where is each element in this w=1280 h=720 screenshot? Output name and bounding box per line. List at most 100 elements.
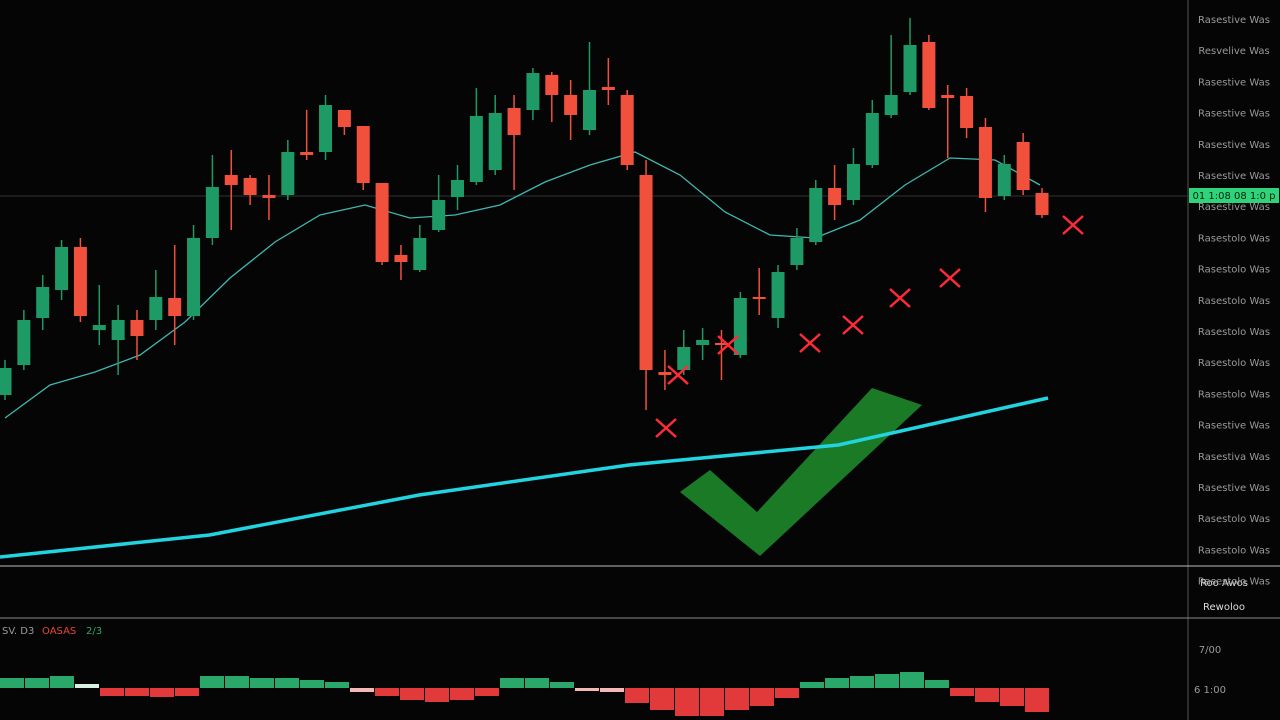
oscillator-bar: [300, 680, 324, 688]
cross-marker: [667, 365, 689, 385]
oscillator-bar: [150, 688, 174, 697]
oscillator-bar: [350, 688, 374, 692]
candle-body: [545, 75, 559, 95]
candle-body: [130, 320, 144, 336]
oscillator-bar: [950, 688, 974, 696]
candle-body: [205, 187, 219, 238]
candle-body: [658, 372, 672, 375]
candle-body: [73, 247, 87, 316]
oscillator-bar: [775, 688, 799, 698]
oscillator-axis-label: 7/00: [1199, 645, 1221, 656]
candle-body: [714, 343, 728, 345]
price-axis-label: Rasestolo Was: [1198, 514, 1270, 525]
oscillator-bar: [725, 688, 749, 710]
candle-body: [696, 340, 710, 345]
price-axis-label: Rasestive Was: [1198, 109, 1270, 120]
candle-body: [243, 178, 257, 195]
cross-marker: [717, 335, 739, 355]
price-axis-label: Rasestolo Was: [1198, 577, 1270, 588]
oscillator-bar: [700, 688, 724, 716]
cross-marker: [799, 333, 821, 353]
lower-axis-label: Rewoloo: [1203, 602, 1245, 613]
oscillator-bar: [50, 676, 74, 688]
oscillator-bar: [1025, 688, 1049, 712]
current-price-label: 01 1:08 08 1:0 p: [1192, 191, 1275, 202]
oscillator-bar: [600, 688, 624, 692]
oscillator-bar: [650, 688, 674, 710]
price-axis-label: Rasestive Was: [1198, 483, 1270, 494]
candle-body: [526, 73, 540, 110]
candle-body: [17, 320, 31, 365]
indicator-label: OASAS: [42, 626, 76, 637]
oscillator-bar: [500, 678, 524, 688]
candle-body: [733, 298, 747, 355]
candle-body: [281, 152, 295, 195]
candle-body: [1035, 193, 1049, 215]
candle-body: [168, 298, 182, 316]
price-axis-label: Rasestolo Was: [1198, 358, 1270, 369]
indicator-label: SV. D3: [2, 626, 34, 637]
candle-body: [828, 188, 842, 205]
candle-body: [922, 42, 936, 108]
oscillator-bar: [425, 688, 449, 702]
indicator-label: 2/3: [86, 626, 102, 637]
candle-body: [960, 96, 974, 128]
oscillator-bar: [475, 688, 499, 696]
candle-body: [978, 127, 992, 198]
oscillator-bar: [800, 682, 824, 688]
price-axis-label: Rasestolo Was: [1198, 389, 1270, 400]
candle-body: [903, 45, 917, 92]
candle-body: [432, 200, 446, 230]
price-axis-label: Rasestolo Was: [1198, 233, 1270, 244]
oscillator-bar: [550, 682, 574, 688]
oscillator-bar: [250, 678, 274, 688]
candle-body: [92, 325, 106, 330]
candle-body: [394, 255, 408, 262]
candle-body: [375, 183, 389, 262]
candle-body: [149, 297, 163, 320]
price-axis-label: Rasestive Was: [1198, 15, 1270, 26]
oscillator-bar: [100, 688, 124, 696]
cross-marker: [655, 418, 677, 438]
candle-body: [1016, 142, 1030, 190]
price-axis-label: Rasestive Was: [1198, 140, 1270, 151]
candle-body: [337, 110, 351, 127]
oscillator-bar: [850, 676, 874, 688]
candle-body: [809, 188, 823, 242]
candle-body: [0, 368, 12, 395]
oscillator-bar: [750, 688, 774, 706]
price-axis-label: Resvelive Was: [1198, 46, 1269, 57]
oscillator-axis-label: 6 1:00: [1194, 685, 1226, 696]
cross-marker: [842, 315, 864, 335]
oscillator-bar: [25, 678, 49, 688]
oscillator-bar: [875, 674, 899, 688]
candle-body: [582, 90, 596, 130]
candle-body: [111, 320, 125, 340]
oscillator-bar: [625, 688, 649, 703]
checkmark: [680, 388, 922, 556]
oscillator-bar: [75, 684, 99, 688]
candle-body: [413, 238, 427, 270]
candle-body: [469, 116, 483, 182]
candle-body: [677, 347, 691, 370]
candle-body: [752, 297, 766, 299]
oscillator-bar: [125, 688, 149, 696]
price-axis-label: Rasestolo Was: [1198, 327, 1270, 338]
price-axis-label: Rasestive Was: [1198, 77, 1270, 88]
candle-body: [300, 152, 314, 155]
candle-body: [319, 105, 333, 152]
price-axis-label: Rasestolo Was: [1198, 296, 1270, 307]
oscillator-bar: [825, 678, 849, 688]
price-axis-label: Rasestolo Was: [1198, 545, 1270, 556]
candle-body: [356, 126, 370, 183]
oscillator-bar: [925, 680, 949, 688]
oscillator-bar: [325, 682, 349, 688]
candle-body: [507, 108, 521, 135]
candle-body: [488, 113, 502, 170]
price-axis-label: Rasestive Was: [1198, 202, 1270, 213]
oscillator-bar: [975, 688, 999, 702]
oscillator-bar: [175, 688, 199, 696]
candle-body: [790, 238, 804, 265]
candle-body: [36, 287, 50, 318]
